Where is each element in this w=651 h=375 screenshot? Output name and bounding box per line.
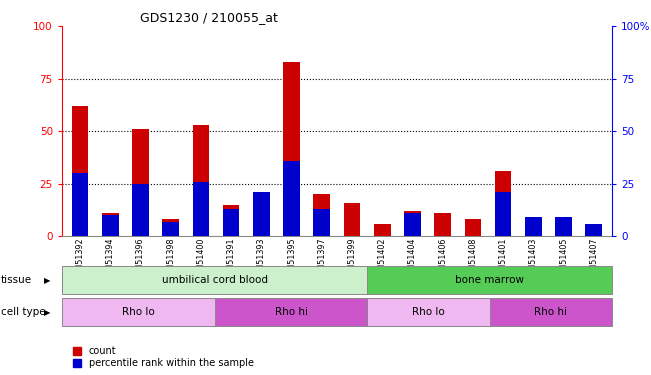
Bar <box>283 62 300 236</box>
Bar <box>585 224 602 236</box>
Bar <box>215 298 367 326</box>
Bar <box>490 298 612 326</box>
Bar <box>72 173 89 236</box>
Bar <box>102 215 118 236</box>
Bar <box>132 184 148 236</box>
Legend: count, percentile rank within the sample: count, percentile rank within the sample <box>73 346 254 368</box>
Bar <box>495 192 512 236</box>
Bar <box>62 266 367 294</box>
Bar <box>525 217 542 236</box>
Text: tissue: tissue <box>1 275 32 285</box>
Bar <box>253 192 270 236</box>
Bar <box>193 125 209 236</box>
Text: Rho lo: Rho lo <box>122 307 155 317</box>
Bar <box>72 106 89 236</box>
Bar <box>495 171 512 236</box>
Bar <box>314 209 330 236</box>
Bar <box>253 192 270 236</box>
Bar <box>555 217 572 236</box>
Bar <box>374 224 391 236</box>
Text: Rho hi: Rho hi <box>534 307 567 317</box>
Bar <box>344 202 360 236</box>
Bar <box>223 205 240 236</box>
Bar <box>283 160 300 236</box>
Bar <box>434 213 451 236</box>
Text: GDS1230 / 210055_at: GDS1230 / 210055_at <box>140 11 278 24</box>
Bar <box>525 219 542 236</box>
Bar <box>223 209 240 236</box>
Bar <box>132 129 148 236</box>
Text: umbilical cord blood: umbilical cord blood <box>161 275 268 285</box>
Bar <box>367 298 490 326</box>
Bar <box>585 224 602 236</box>
Bar <box>465 219 481 236</box>
Bar <box>367 266 612 294</box>
Bar <box>314 194 330 236</box>
Text: bone marrow: bone marrow <box>455 275 524 285</box>
Text: ▶: ▶ <box>44 276 50 285</box>
Text: Rho lo: Rho lo <box>412 307 445 317</box>
Bar <box>555 217 572 236</box>
Bar <box>62 298 215 326</box>
Bar <box>404 211 421 236</box>
Bar <box>193 182 209 236</box>
Bar <box>102 213 118 236</box>
Bar <box>162 219 179 236</box>
Text: ▶: ▶ <box>44 308 50 316</box>
Text: Rho hi: Rho hi <box>275 307 307 317</box>
Bar <box>404 213 421 236</box>
Bar <box>162 222 179 236</box>
Text: cell type: cell type <box>1 307 46 317</box>
